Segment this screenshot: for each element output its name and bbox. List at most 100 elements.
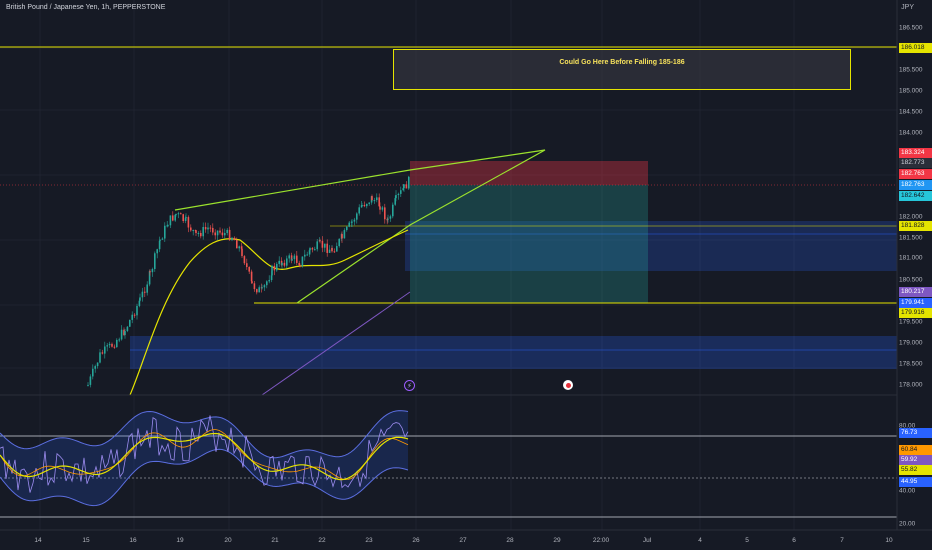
candle [233, 237, 236, 241]
candle [236, 240, 238, 249]
time-label: 27 [459, 537, 467, 544]
candle [104, 346, 106, 354]
candle [381, 207, 384, 210]
candle [389, 216, 392, 219]
candle [219, 230, 221, 233]
bollinger-band-upper [0, 410, 409, 459]
stop-loss-zone[interactable] [410, 161, 648, 185]
candle [169, 215, 172, 226]
osc-badge: 55.82 [899, 465, 932, 475]
price-badge: 182.642 [899, 191, 932, 201]
candle [314, 249, 316, 251]
time-label: 5 [745, 537, 749, 544]
candle [273, 265, 276, 271]
price-tick: 178.000 [899, 381, 923, 389]
symbol-title[interactable]: British Pound / Japanese Yen, 1h, PEPPER… [6, 4, 166, 11]
candle [120, 329, 123, 340]
candle [209, 227, 212, 229]
time-label: 22:00 [592, 537, 610, 544]
candle [187, 217, 190, 228]
candle [296, 255, 298, 263]
candle [343, 230, 346, 239]
candle [214, 232, 216, 236]
candle [373, 200, 376, 202]
candle [376, 197, 378, 201]
time-label: 7 [840, 537, 844, 544]
demand-zone-upper[interactable] [405, 221, 897, 271]
candle [197, 232, 200, 234]
candle [395, 195, 397, 199]
candlestick-series[interactable] [87, 175, 410, 388]
candle [270, 275, 273, 281]
candle [368, 202, 370, 204]
time-label: 20 [224, 537, 232, 544]
time-label: 6 [792, 537, 796, 544]
candle [351, 221, 353, 223]
candle [226, 229, 228, 234]
candle [148, 271, 151, 285]
candle [397, 193, 400, 196]
candle [116, 339, 118, 348]
candle [238, 246, 240, 249]
candle [263, 285, 266, 288]
candle [156, 249, 158, 254]
time-label: 4 [698, 537, 702, 544]
candle [221, 232, 224, 236]
price-tick: 182.000 [899, 213, 923, 221]
price-tick: 184.000 [899, 129, 923, 137]
candle [298, 262, 300, 266]
price-badge: 181.828 [899, 221, 932, 231]
annotation-box[interactable]: Could Go Here Before Falling 185-186 [393, 49, 851, 90]
time-label: 19 [176, 537, 184, 544]
candle [224, 233, 226, 236]
rising-wedge[interactable] [174, 149, 546, 304]
annotation-text: Could Go Here Before Falling 185-186 [559, 58, 685, 66]
candle [331, 248, 333, 252]
candle [250, 271, 253, 282]
candle [106, 345, 108, 347]
candle [361, 204, 363, 206]
candle [400, 190, 402, 194]
record-icon[interactable] [563, 380, 573, 390]
price-tick: 179.000 [899, 339, 923, 347]
candle [141, 291, 144, 298]
price-tick: 185.500 [899, 66, 923, 74]
take-profit-zone[interactable] [410, 185, 648, 303]
price-badge: 180.217 [899, 287, 932, 297]
candle [94, 366, 96, 369]
candle [248, 267, 250, 272]
candle [283, 262, 286, 266]
candle [268, 280, 270, 282]
lightning-icon[interactable]: ⚡ [404, 380, 415, 391]
candle [149, 271, 151, 273]
candle [326, 243, 328, 253]
candle [111, 343, 113, 347]
candle [174, 214, 176, 221]
candle [144, 291, 146, 293]
candle [184, 217, 187, 222]
candle [299, 265, 301, 267]
bollinger-band-lower [0, 448, 409, 507]
candle [89, 376, 92, 385]
candle [146, 284, 148, 293]
candle [195, 230, 197, 234]
candle [164, 225, 166, 239]
candle [190, 227, 192, 231]
candle [348, 222, 350, 227]
candle [96, 362, 99, 367]
candle [192, 229, 194, 231]
oscillator-pane[interactable] [0, 394, 897, 518]
candle [123, 329, 125, 335]
trend-line-purple[interactable] [261, 291, 411, 396]
rsi-line [0, 415, 409, 493]
candle [308, 250, 311, 255]
osc-tick: 20.00 [899, 520, 916, 528]
candle [336, 246, 338, 252]
demand-zone-lower[interactable] [130, 336, 897, 369]
candle [99, 352, 101, 363]
candle [392, 204, 394, 217]
moving-average-line [129, 229, 409, 396]
candle [405, 184, 408, 189]
candle [212, 227, 214, 233]
